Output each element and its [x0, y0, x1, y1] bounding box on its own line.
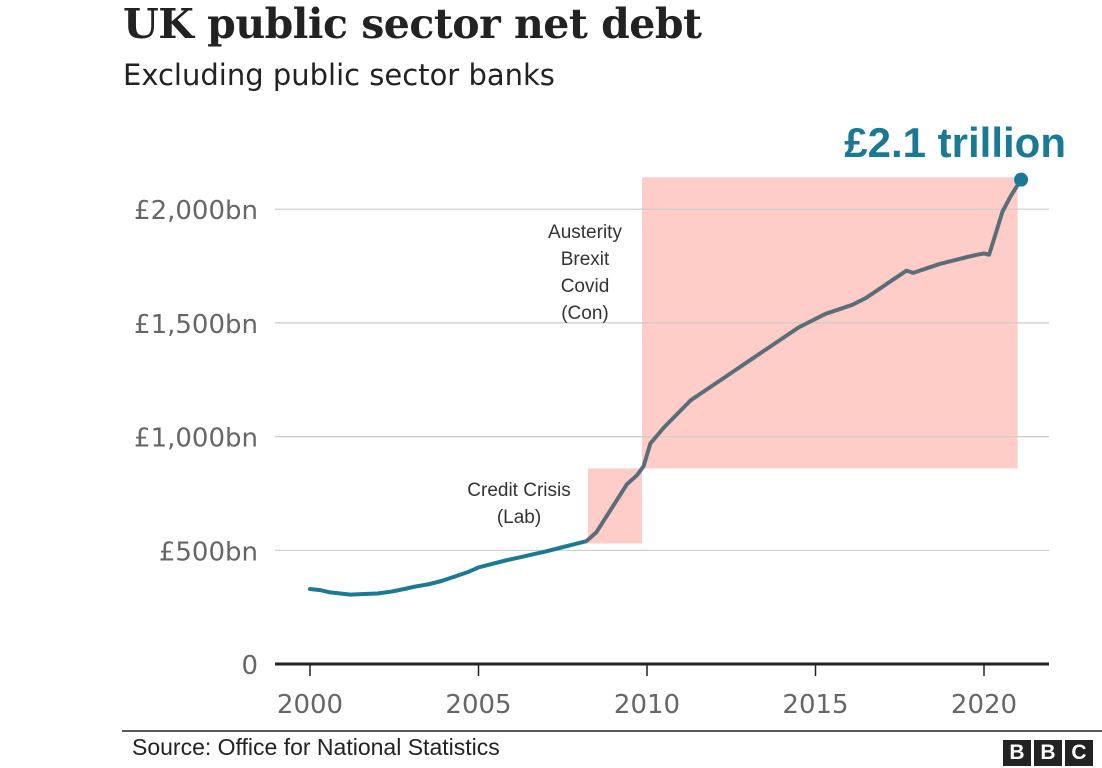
- chart-subtitle: Excluding public sector banks: [123, 58, 555, 92]
- end-value-label: £2.1 trillion: [844, 119, 1066, 166]
- annotation-label: (Lab): [497, 507, 541, 528]
- series-line-early: [308, 539, 589, 597]
- y-tick-label: £500bn: [159, 537, 258, 567]
- annotation-label: Covid: [561, 276, 610, 297]
- annotation-label: Austerity: [548, 222, 622, 243]
- y-axis-ticks: 0 £500bn £1,000bn £1,500bn £2,000bn: [134, 196, 258, 681]
- x-tick-label: 2015: [782, 690, 848, 720]
- y-tick-label: £2,000bn: [134, 196, 258, 226]
- annotation-label: Brexit: [561, 249, 610, 270]
- y-tick-label: £1,000bn: [134, 424, 258, 454]
- y-tick-label: £1,500bn: [134, 310, 258, 340]
- x-axis-ticks: 2000 2005 2010 2015 2020: [277, 664, 1017, 720]
- y-tick-label: 0: [241, 651, 258, 681]
- annotation-label: (Con): [561, 303, 609, 324]
- gridlines: [275, 208, 1049, 551]
- x-tick-label: 2005: [445, 690, 511, 720]
- logo-letter-b2: B: [1034, 740, 1062, 766]
- end-point-marker: [1014, 172, 1029, 187]
- logo-letter-b1: B: [1003, 740, 1031, 766]
- annotations: Credit Crisis (Lab) Austerity Brexit Covid (C…: [467, 119, 1066, 528]
- series-line-late: [584, 177, 1024, 544]
- annotation-label: Credit Crisis: [467, 480, 570, 501]
- x-tick-label: 2020: [951, 690, 1017, 720]
- highlight-regions: [588, 177, 1018, 544]
- logo-letter-c: C: [1065, 740, 1093, 766]
- x-tick-label: 2000: [277, 690, 343, 720]
- source-note: Source: Office for National Statistics: [132, 734, 500, 760]
- bbc-logo: B B C: [1003, 740, 1093, 766]
- series-group: [308, 172, 1029, 597]
- chart-title: UK public sector net debt: [123, 0, 702, 48]
- x-tick-label: 2010: [614, 690, 680, 720]
